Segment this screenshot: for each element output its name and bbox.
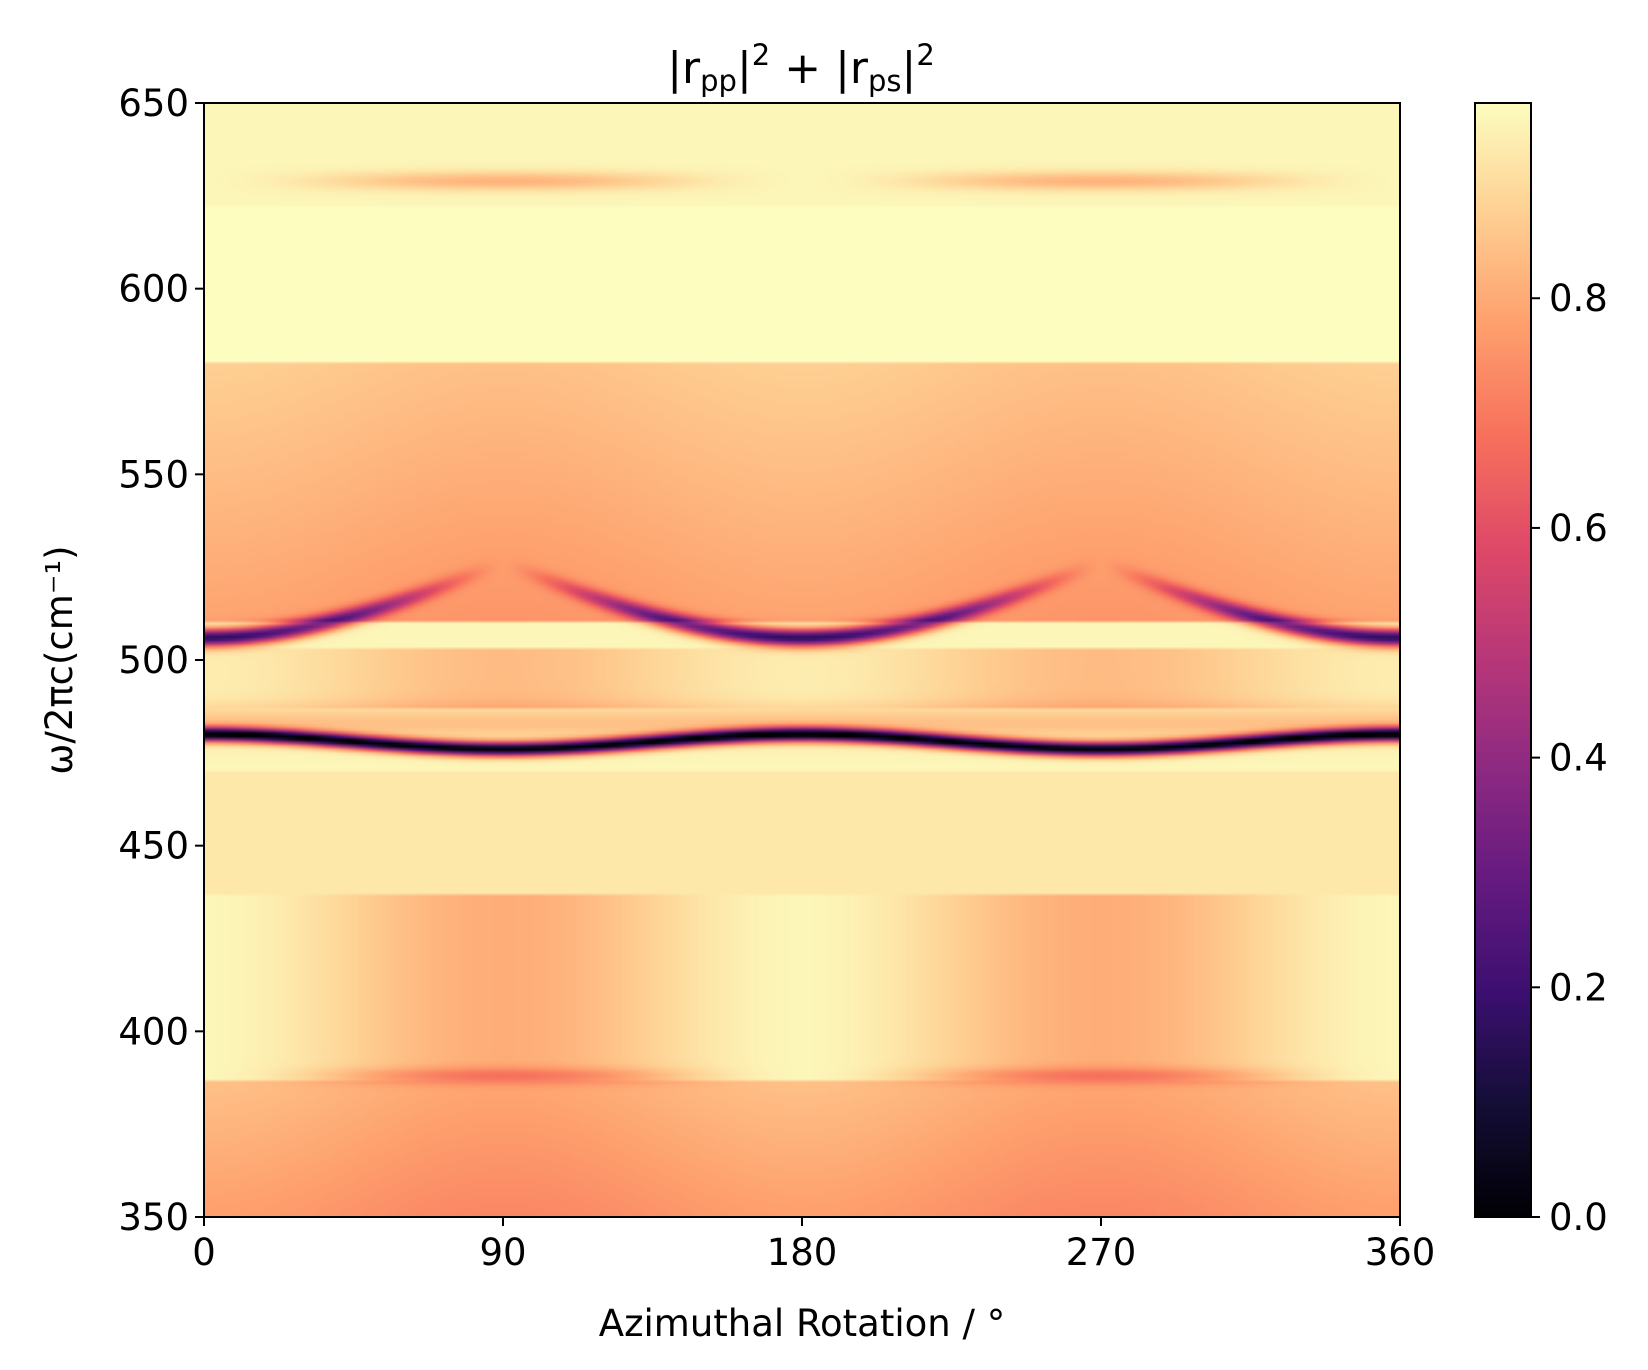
x-tick-label: 180 xyxy=(767,1231,838,1274)
x-axis-label: Azimuthal Rotation / ° xyxy=(599,1302,1005,1345)
heatmap-plot-area xyxy=(204,103,1400,1217)
y-tick-label: 400 xyxy=(118,1010,189,1053)
y-axis-label: ω/2πc(cm⁻¹) xyxy=(38,545,81,774)
y-tick-label: 500 xyxy=(118,639,189,682)
colorbar-ticks: 0.0 0.2 0.4 0.6 0.8 xyxy=(1531,277,1608,1239)
colorbar xyxy=(1475,103,1531,1217)
y-tick-label: 600 xyxy=(118,268,189,311)
chart-title: |rpp|2 + |rps|2 xyxy=(667,38,935,98)
colorbar-tick-label: 0.2 xyxy=(1549,966,1608,1009)
x-axis-ticks: 0 90 180 270 360 xyxy=(192,1217,1435,1274)
y-tick-label: 350 xyxy=(118,1196,189,1239)
colorbar-tick-label: 0.0 xyxy=(1549,1196,1608,1239)
colorbar-tick-label: 0.6 xyxy=(1549,507,1608,550)
y-tick-label: 550 xyxy=(118,453,189,496)
x-tick-label: 0 xyxy=(192,1231,216,1274)
y-axis-ticks: 350 400 450 500 550 600 650 xyxy=(118,82,204,1239)
colorbar-tick-label: 0.8 xyxy=(1549,277,1608,320)
colorbar-tick-label: 0.4 xyxy=(1549,737,1608,780)
x-tick-label: 90 xyxy=(479,1231,526,1274)
y-tick-label: 450 xyxy=(118,825,189,868)
x-tick-label: 360 xyxy=(1365,1231,1436,1274)
y-tick-label: 650 xyxy=(118,82,189,125)
colorbar-frame xyxy=(1474,102,1532,1218)
x-tick-label: 270 xyxy=(1066,1231,1137,1274)
